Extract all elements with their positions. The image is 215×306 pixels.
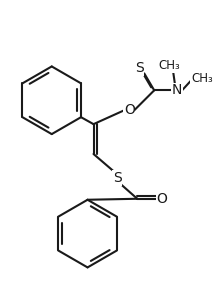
Text: O: O <box>157 192 168 206</box>
Text: S: S <box>113 171 122 185</box>
Text: CH₃: CH₃ <box>191 72 213 85</box>
Text: O: O <box>124 103 135 117</box>
Text: S: S <box>135 62 144 76</box>
Text: N: N <box>172 83 182 97</box>
Text: CH₃: CH₃ <box>158 59 180 72</box>
